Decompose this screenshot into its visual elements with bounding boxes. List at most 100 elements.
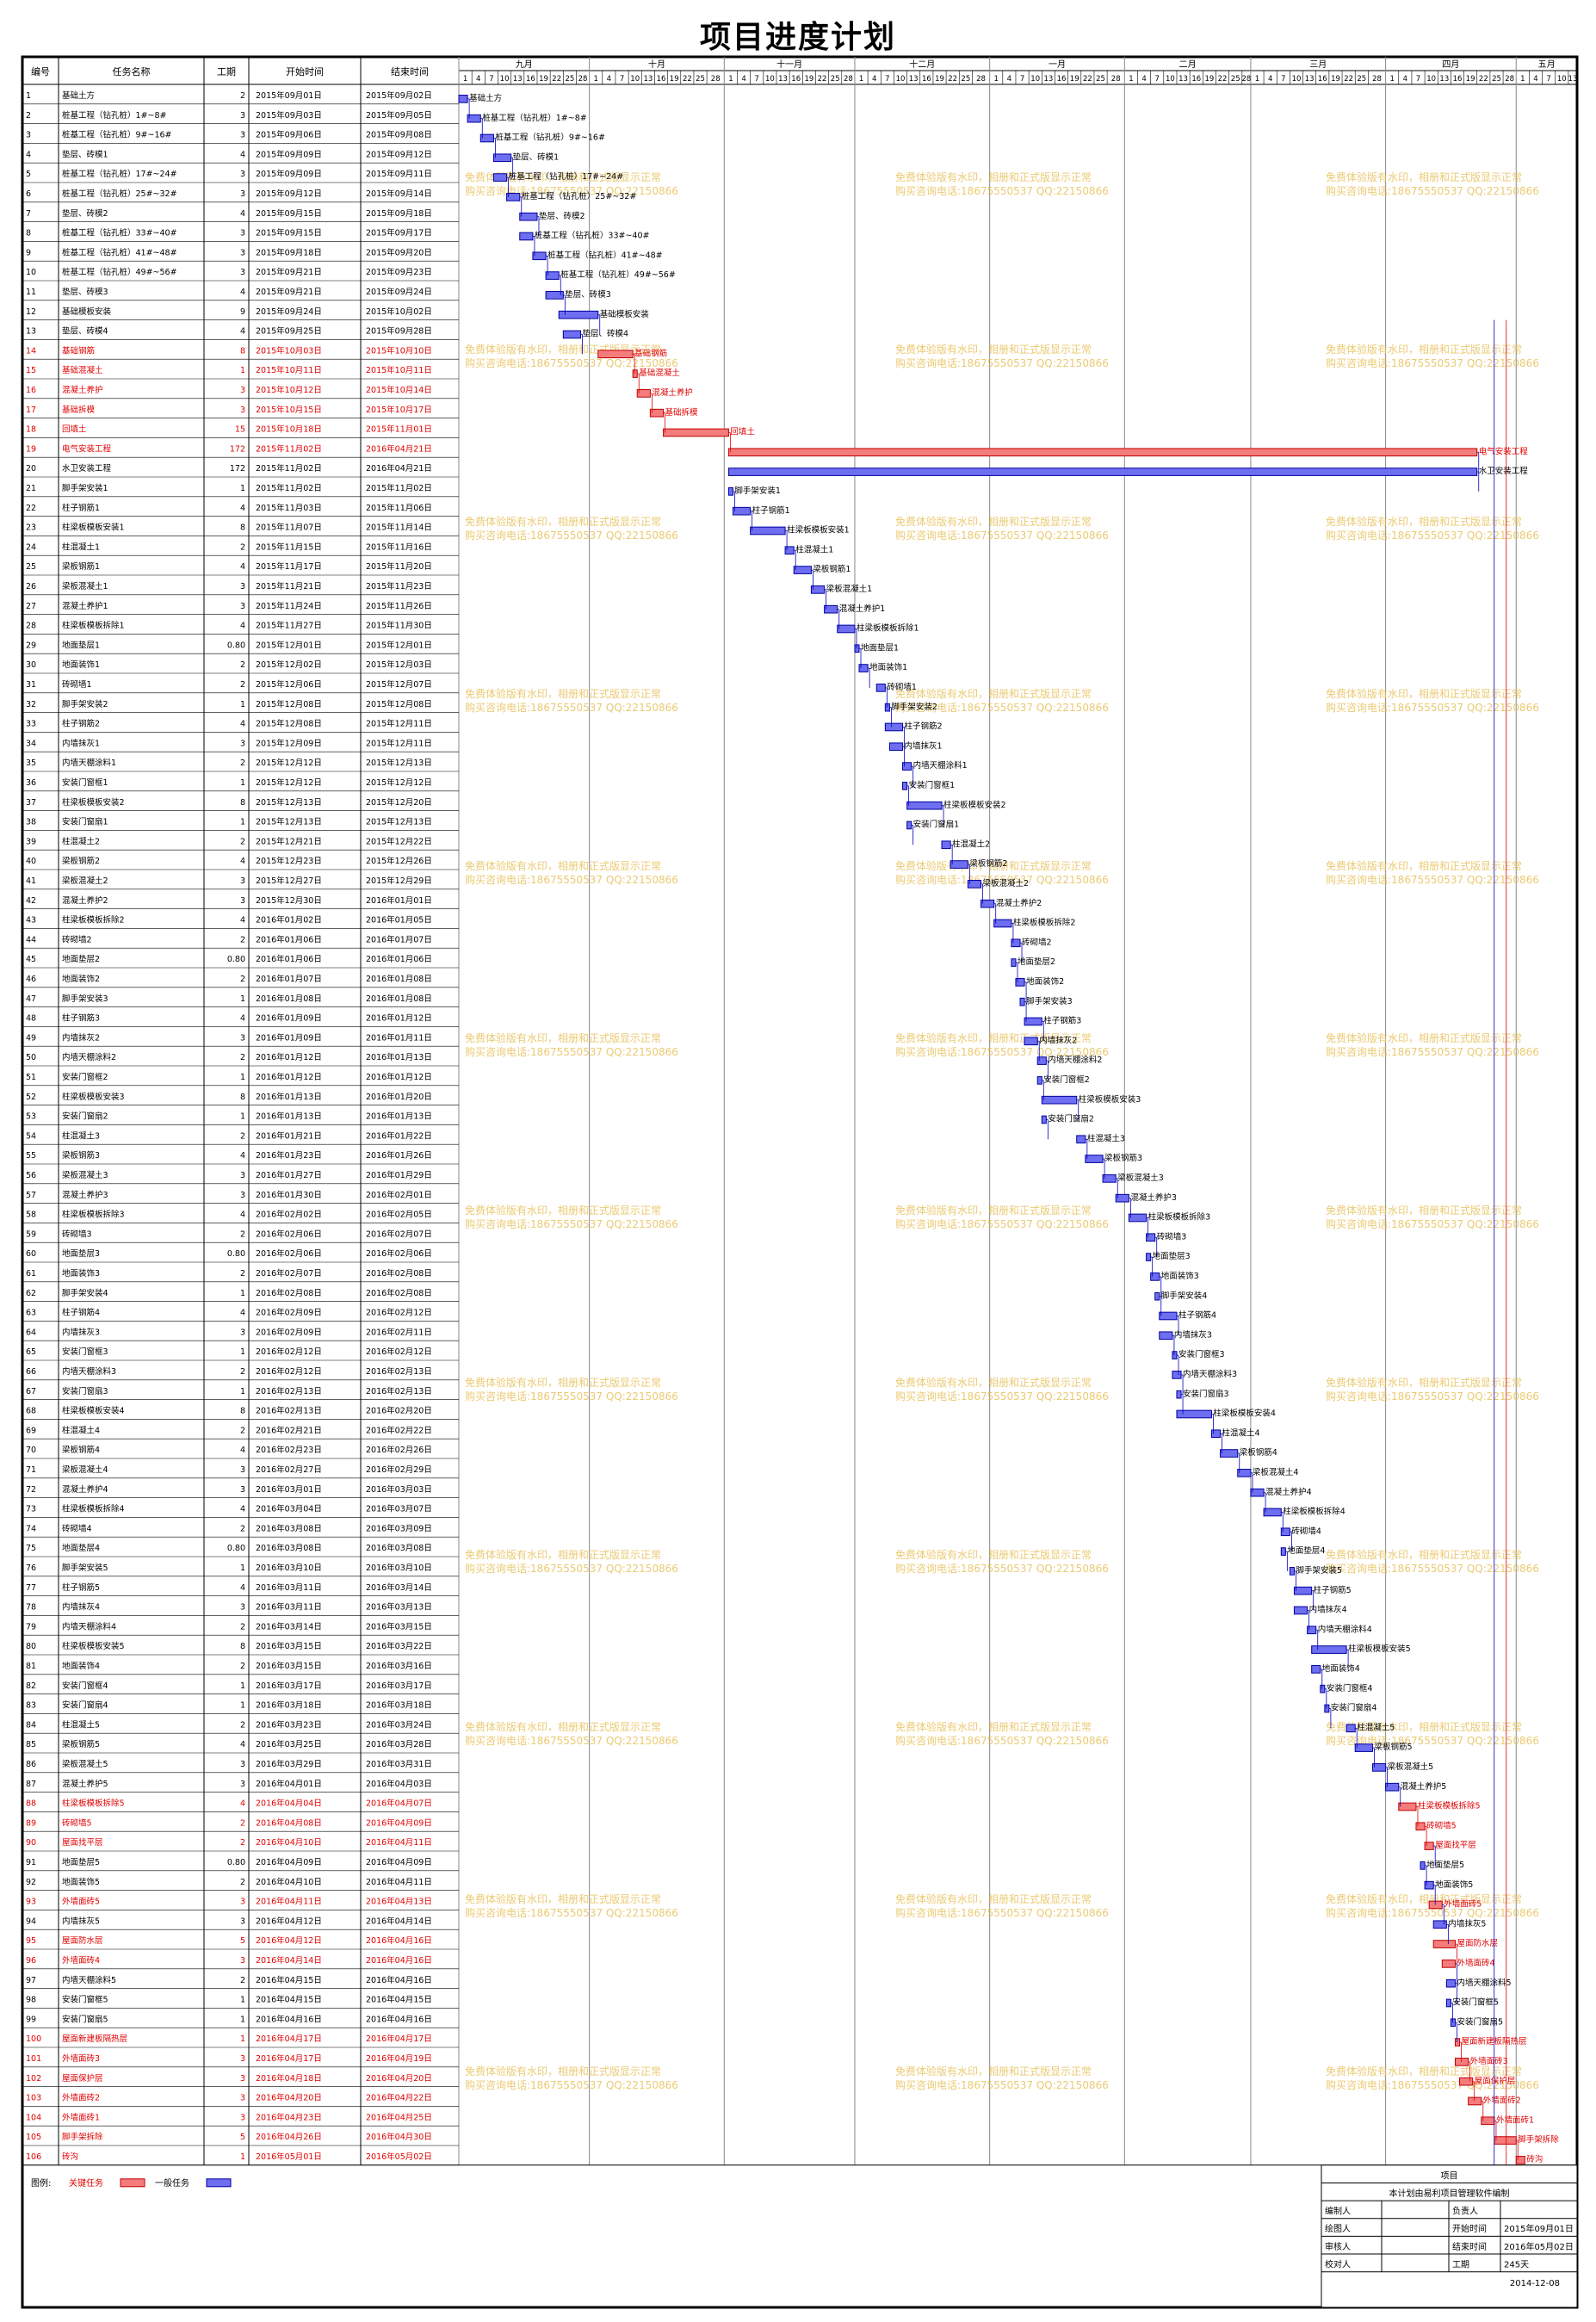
task-end: 2016年02月12日 (366, 1308, 432, 1318)
task-start: 2016年04月15日 (256, 1975, 322, 1985)
task-end: 2015年11月02日 (366, 483, 432, 493)
task-start: 2016年01月21日 (256, 1130, 322, 1141)
task-start: 2016年02月13日 (256, 1386, 322, 1396)
watermark-line1: 免费体验版有水印，相册和正式版显示正常 (895, 1548, 1092, 1561)
month-label: 十二月 (909, 59, 935, 70)
task-bar (1345, 1724, 1356, 1733)
task-name: 安装门窗扇4 (62, 1700, 108, 1711)
day-label: 28 (1505, 75, 1514, 84)
task-name: 安装门窗扇2 (62, 1111, 108, 1122)
info-label: 编制人 (1325, 2206, 1351, 2217)
watermark-line1: 免费体验版有水印，相册和正式版显示正常 (1326, 859, 1522, 872)
watermark-line1: 免费体验版有水印，相册和正式版显示正常 (895, 170, 1092, 183)
task-end: 2015年09月12日 (366, 149, 432, 159)
task-start: 2016年04月10日 (256, 1837, 322, 1848)
watermark-line2: 购买咨询电话:18675550537 QQ:22150866 (465, 701, 678, 714)
legend-normal-swatch (206, 2178, 232, 2188)
day-label: 19 (539, 75, 548, 84)
task-id: 39 (26, 837, 36, 846)
task-id: 34 (26, 739, 36, 748)
task-bar-label: 柱混凝土2 (952, 839, 990, 849)
task-start: 2015年09月09日 (256, 169, 322, 179)
day-label: 7 (1281, 75, 1285, 84)
task-name: 地面垫层4 (62, 1543, 100, 1553)
task-bar (884, 722, 904, 732)
task-name: 柱混凝土5 (62, 1719, 100, 1730)
watermark-line2: 购买咨询电话:18675550537 QQ:22150866 (465, 1390, 678, 1402)
task-duration: 5 (240, 1936, 245, 1946)
task-bar (1220, 1449, 1239, 1458)
task-name: 内墙抹灰5 (62, 1916, 100, 1926)
task-bar (1024, 1017, 1042, 1026)
task-bar (1036, 1076, 1042, 1085)
task-bar (1494, 2136, 1517, 2145)
task-end: 2015年12月29日 (366, 876, 432, 886)
task-duration: 3 (240, 1465, 245, 1475)
watermark-line1: 免费体验版有水印，相册和正式版显示正常 (895, 1031, 1092, 1044)
day-label: 25 (696, 75, 705, 84)
task-bar (1015, 978, 1025, 987)
task-bar (727, 467, 1478, 476)
task-id: 65 (26, 1347, 36, 1357)
task-id: 51 (26, 1073, 36, 1082)
day-label: 4 (872, 75, 876, 84)
task-id: 67 (26, 1387, 36, 1396)
task-bar-label: 柱梁板模板拆除4 (1283, 1507, 1345, 1517)
task-id: 70 (26, 1446, 36, 1455)
watermark-line1: 免费体验版有水印，相册和正式版显示正常 (895, 1892, 1092, 1905)
legend-critical-label: 关键任务 (69, 2177, 103, 2189)
task-name: 水卫安装工程 (62, 463, 112, 474)
day-label: 10 (896, 75, 906, 84)
task-end: 2016年03月28日 (366, 1739, 432, 1749)
task-start: 2015年12月08日 (256, 699, 322, 709)
watermark-line1: 免费体验版有水印，相册和正式版显示正常 (1326, 1204, 1522, 1217)
task-duration: 3 (240, 386, 245, 395)
task-name: 桩基工程（钻孔桩）17#~24# (62, 169, 177, 179)
task-duration: 4 (240, 1014, 245, 1024)
task-end: 2015年11月06日 (366, 503, 432, 513)
watermark-line2: 购买咨询电话:18675550537 QQ:22150866 (1326, 701, 1539, 714)
watermark-line2: 购买咨询电话:18675550537 QQ:22150866 (895, 1045, 1109, 1058)
task-id: 62 (26, 1289, 36, 1298)
task-name: 砖沟 (62, 2152, 78, 2162)
task-bar (1024, 1037, 1038, 1046)
task-start: 2016年01月13日 (256, 1111, 322, 1122)
task-name: 混凝土养护3 (62, 1190, 108, 1200)
task-start: 2016年03月25日 (256, 1739, 322, 1749)
task-end: 2016年04月16日 (366, 1935, 432, 1946)
task-duration: 8 (240, 798, 245, 808)
task-bar-label: 柱子钢筋1 (752, 505, 790, 516)
task-name: 脚手架安装2 (62, 699, 108, 709)
day-label: 1 (994, 75, 999, 84)
page-title: 项目进度计划 (699, 19, 896, 55)
month-label: 十月 (648, 59, 665, 70)
task-duration: 2 (240, 1976, 245, 1985)
watermark-line2: 购买咨询电话:18675550537 QQ:22150866 (465, 1045, 678, 1058)
task-id: 61 (26, 1269, 36, 1279)
task-duration: 1 (240, 366, 245, 375)
task-id: 79 (26, 1622, 36, 1632)
task-start: 2016年02月12日 (256, 1347, 322, 1357)
task-start: 2016年04月10日 (256, 1877, 322, 1887)
task-duration: 2 (240, 1229, 245, 1239)
watermark-line1: 免费体验版有水印，相册和正式版显示正常 (1326, 1548, 1522, 1561)
task-id: 3 (26, 131, 31, 140)
task-id: 97 (26, 1976, 36, 1985)
task-duration: 4 (240, 1211, 245, 1220)
task-bar (1263, 1508, 1282, 1517)
task-id: 50 (26, 1053, 36, 1062)
task-id: 20 (26, 464, 36, 474)
day-label: 22 (1479, 75, 1488, 84)
task-bar-label: 梁板混凝土3 (1117, 1173, 1164, 1183)
task-bar (1289, 1567, 1295, 1576)
task-bar-label: 基础拆模 (665, 407, 699, 418)
task-bar-label: 柱梁板模板拆除3 (1148, 1212, 1211, 1223)
legend-title: 图例: (31, 2177, 51, 2189)
legend-critical-swatch (120, 2178, 145, 2188)
task-start: 2016年02月06日 (256, 1248, 322, 1259)
task-end: 2016年04月13日 (366, 1897, 432, 1907)
task-bar (1311, 1665, 1321, 1674)
task-duration: 2 (240, 1662, 245, 1671)
task-name: 桩基工程（钻孔桩）41#~48# (62, 247, 177, 257)
task-name: 柱梁板模板拆除1 (62, 621, 125, 631)
